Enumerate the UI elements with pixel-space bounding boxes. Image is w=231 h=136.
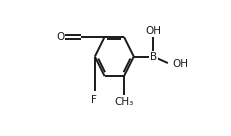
Text: B: B — [149, 52, 156, 62]
Text: CH₃: CH₃ — [114, 97, 133, 107]
Text: F: F — [91, 95, 97, 105]
Text: O: O — [56, 32, 64, 42]
Text: OH: OH — [172, 59, 187, 69]
Text: OH: OH — [145, 26, 161, 36]
